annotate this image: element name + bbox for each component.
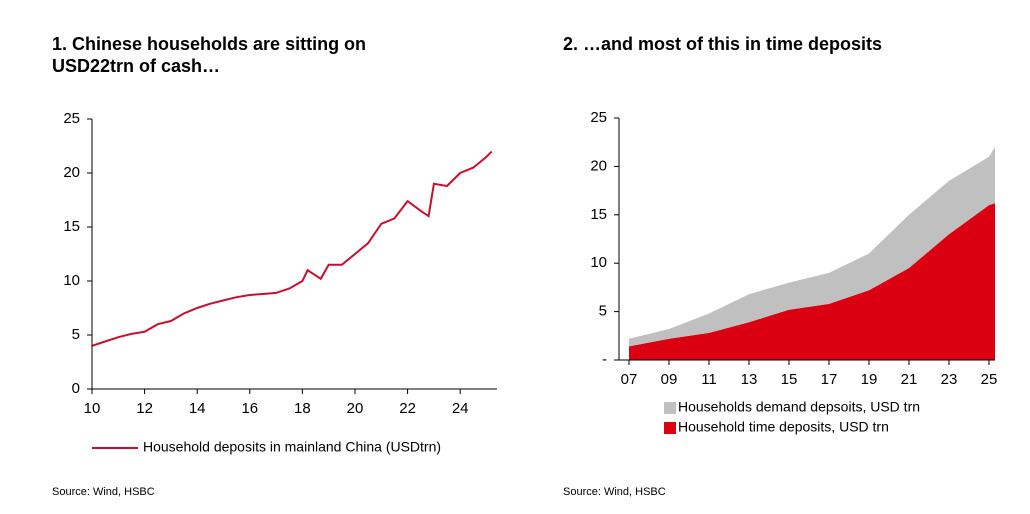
y-tick-label: - [602,351,607,368]
y-tick-label: 10 [63,272,80,289]
legend-label: Household deposits in mainland China (US… [143,439,441,455]
x-tick-label: 19 [861,371,878,388]
x-tick-label: 20 [347,400,364,417]
x-tick-label: 24 [452,400,469,417]
legend-label: Households demand depsoits, USD trn [678,399,920,415]
area [629,203,995,360]
x-tick-label: 11 [701,371,717,388]
y-tick-label: 25 [63,110,80,127]
x-tick-label: 17 [821,371,838,388]
x-tick-label: 12 [136,400,153,417]
x-tick-label: 10 [84,400,101,417]
x-tick-label: 22 [399,400,416,417]
y-tick-label: 5 [72,326,80,343]
source: Source: Wind, HSBC [52,486,155,498]
x-tick-label: 23 [941,371,958,388]
chart-title: 1. Chinese households are sitting on [52,34,366,54]
y-tick-label: 5 [599,303,607,320]
x-tick-label: 18 [294,400,311,417]
y-tick-label: 20 [63,164,80,181]
legend-swatch [664,422,676,434]
chart-title: USD22trn of cash… [52,56,220,76]
source: Source: Wind, HSBC [563,486,666,498]
data-line [91,150,493,347]
area [629,147,995,347]
y-tick-label: 0 [72,380,80,397]
x-tick-label: 25 [981,371,998,388]
x-tick-label: 09 [661,371,678,388]
legend-label: Household time deposits, USD trn [678,419,889,435]
x-tick-label: 21 [901,371,918,388]
x-tick-label: 16 [241,400,258,417]
y-tick-label: 25 [590,109,607,126]
legend-swatch [664,402,676,414]
x-tick-label: 13 [741,371,758,388]
y-tick-label: 15 [63,218,80,235]
y-tick-label: 15 [590,206,607,223]
y-tick-label: 10 [590,254,607,271]
chart-title: 2. …and most of this in time deposits [563,34,882,54]
x-tick-label: 14 [189,400,206,417]
x-tick-label: 15 [781,371,798,388]
y-tick-label: 20 [590,157,607,174]
x-tick-label: 07 [621,371,638,388]
